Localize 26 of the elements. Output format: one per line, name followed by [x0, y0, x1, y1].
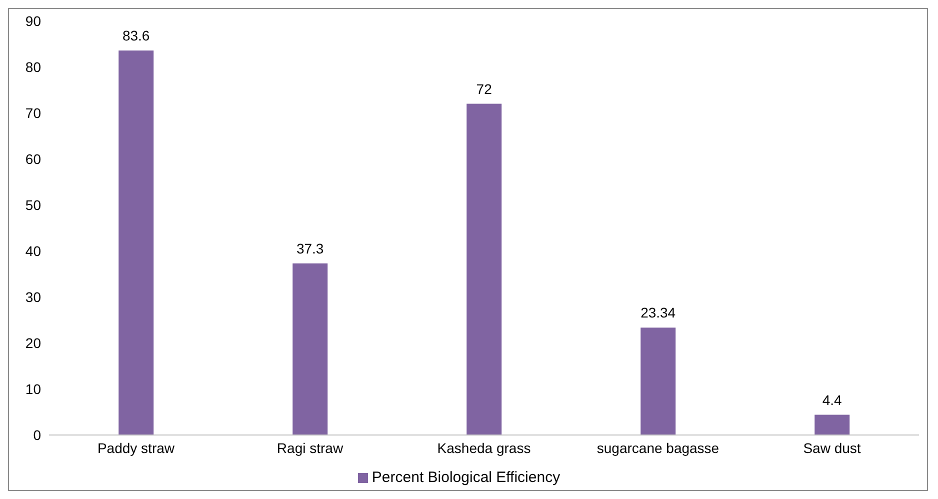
bar [640, 328, 676, 435]
y-tick-label: 50 [25, 196, 42, 213]
x-tick-label: Paddy straw [97, 440, 176, 456]
y-tick-label: 60 [25, 150, 42, 167]
bar [814, 414, 850, 435]
x-tick-label: Saw dust [803, 440, 861, 456]
bar [118, 50, 154, 435]
y-tick-label: 90 [25, 12, 42, 29]
x-tick-label: sugarcane bagasse [596, 440, 720, 456]
y-tick-label: 30 [25, 288, 42, 305]
data-label: 4.4 [822, 392, 842, 408]
bar [292, 263, 328, 435]
y-tick-label: 70 [25, 104, 42, 121]
x-tick-label: Ragi straw [276, 440, 344, 456]
data-label: 72 [476, 80, 492, 97]
y-tick-label: 10 [25, 380, 42, 397]
data-label: 83.6 [122, 27, 150, 44]
data-label: 23.34 [640, 304, 676, 321]
y-tick-label: 40 [25, 242, 42, 259]
y-tick-label: 0 [33, 426, 42, 443]
y-tick-label: 20 [25, 334, 42, 351]
x-tick-label: Kasheda grass [437, 440, 531, 456]
y-tick-label: 80 [25, 58, 42, 75]
legend-label: Percent Biological Efficiency [372, 469, 560, 486]
data-label: 37.3 [296, 240, 324, 256]
bar [466, 104, 502, 435]
